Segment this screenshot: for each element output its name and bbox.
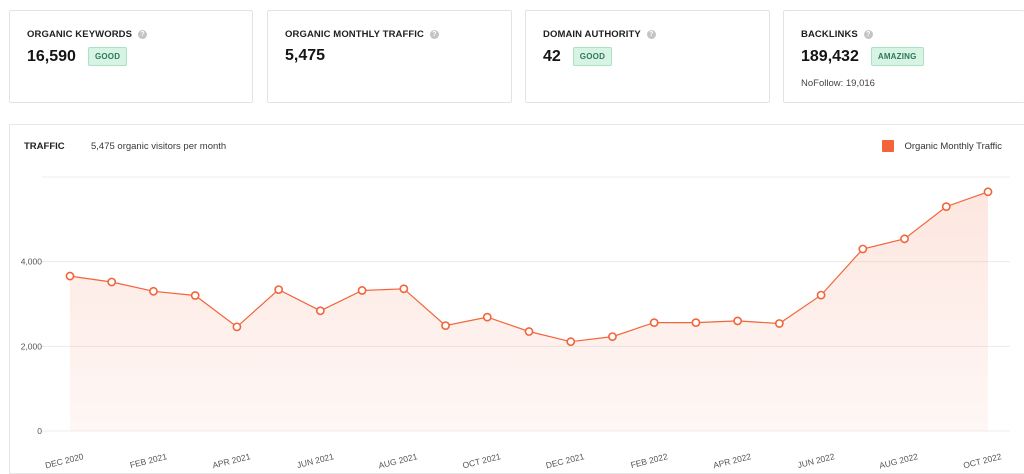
x-tick-label: DEC 2021 [545,451,586,470]
data-point [149,286,158,296]
x-tick-label: JUN 2022 [796,451,835,470]
status-badge: GOOD [572,47,613,66]
metric-label: ORGANIC KEYWORDS [27,29,133,40]
data-point [691,318,701,328]
data-point [190,291,200,300]
x-tick-label: AUG 2021 [377,451,418,470]
x-tick-label: FEB 2022 [630,451,669,470]
metric-value: 16,590 [27,47,76,65]
x-tick-label: DEC 2020 [44,451,85,470]
legend-swatch [882,140,895,152]
data-point [441,321,450,330]
metric-label: DOMAIN AUTHORITY [543,29,641,40]
x-tick-label: FEB 2021 [129,451,168,470]
data-point [399,284,409,294]
data-point [482,312,492,322]
data-point [733,316,743,326]
x-tick-label: OCT 2021 [461,451,502,470]
metric-label: ORGANIC MONTHLY TRAFFIC [285,29,424,40]
status-badge: GOOD [87,47,128,66]
help-icon[interactable]: ? [863,30,873,39]
data-point [649,318,659,328]
y-tick-label: 2,000 [21,341,43,351]
data-point [524,327,534,336]
help-icon[interactable]: ? [430,30,439,39]
data-point [816,290,826,300]
data-point [941,202,951,212]
data-point [274,285,284,295]
traffic-subtitle: 5,475 organic visitors per month [91,141,227,152]
x-tick-label: APR 2021 [211,451,251,470]
metric-label: BACKLINKS [801,29,858,40]
data-point [858,244,868,254]
metric-card-organic-monthly-traffic: ORGANIC MONTHLY TRAFFIC ? 5,475 [267,10,512,103]
series-area [70,191,988,431]
data-point [900,234,909,244]
traffic-title: TRAFFIC [24,141,65,152]
x-tick-label: OCT 2022 [962,451,1003,470]
data-point [566,337,576,347]
data-point [232,322,242,332]
data-point [774,319,784,328]
data-point [608,332,617,341]
data-point [65,271,75,281]
x-tick-label: JUN 2021 [296,451,335,470]
status-badge: AMAZING [870,47,924,66]
data-point [315,306,325,316]
metric-card-organic-keywords: ORGANIC KEYWORDS ? 16,590 GOOD [9,10,253,103]
metric-value: 189,432 [801,47,859,65]
x-tick-label: AUG 2022 [878,451,919,470]
chart-legend[interactable]: Organic Monthly Traffic [882,140,1002,152]
x-tick-label: APR 2022 [712,451,752,470]
help-icon[interactable]: ? [646,30,656,39]
y-tick-label: 4,000 [21,257,43,267]
help-icon[interactable]: ? [138,30,148,39]
nofollow-count: NoFollow: 19,016 [801,78,875,89]
legend-label: Organic Monthly Traffic [904,140,1002,152]
data-point [357,286,367,295]
metric-card-domain-authority: DOMAIN AUTHORITY ? 42 GOOD [525,10,770,103]
data-point [107,277,117,287]
metric-card-backlinks: BACKLINKS ? 189,432 AMAZING NoFollow: 19… [783,10,1024,103]
metric-value: 5,475 [285,47,326,64]
y-tick-label: 0 [37,426,42,436]
data-point [983,187,993,197]
metric-value: 42 [543,47,561,65]
